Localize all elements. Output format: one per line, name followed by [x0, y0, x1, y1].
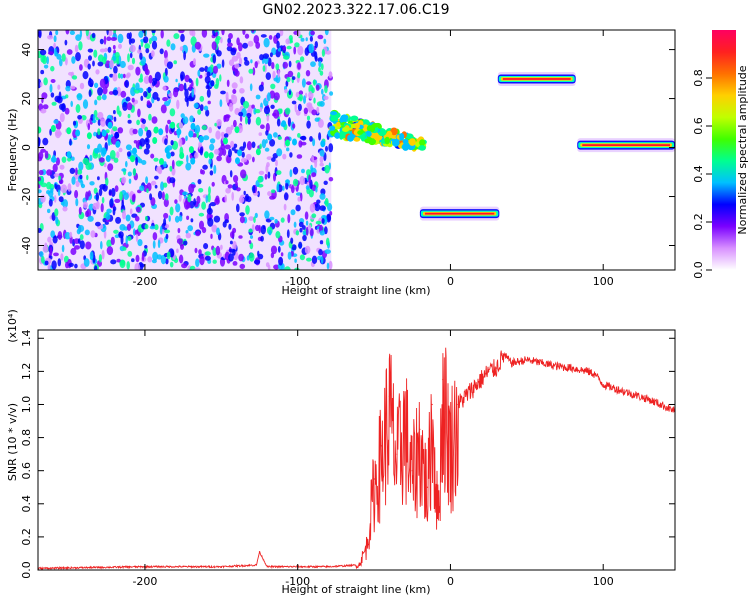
spectrogram-ytick-label: -20: [20, 188, 33, 206]
spectrogram-xtick-label: 0: [447, 275, 454, 288]
spectrogram-frame: [37, 29, 676, 271]
spectrogram-ytick-label: -40: [20, 237, 33, 255]
snr-ytick-label: 1.2: [20, 363, 33, 381]
snr-point: [411, 470, 413, 472]
snr-ytick-label: 1.4: [20, 330, 33, 348]
snr-point: [572, 367, 574, 369]
snr-point: [602, 384, 604, 386]
spectrogram-ytick-label: 0: [20, 144, 33, 151]
snr-point: [373, 478, 375, 480]
snr-xtick-label: -200: [132, 575, 157, 588]
heatmap-region-line-1: [419, 206, 500, 221]
spectrogram-marks: [38, 30, 675, 270]
snr-point: [220, 566, 222, 568]
snr-point: [258, 551, 261, 553]
colorbar-label: Normalized spectral amplitude: [736, 65, 749, 234]
heatmap-region-line-3: [577, 138, 675, 153]
snr-point: [472, 387, 474, 389]
colorbar-tick-label: 0.0: [692, 261, 705, 279]
snr-point: [617, 388, 620, 391]
spectrogram-xtick-label: -100: [285, 275, 310, 288]
colorbar-tick-label: 0.8: [692, 69, 705, 87]
spectrogram-xtick-label: 100: [593, 275, 614, 288]
snr-point: [437, 511, 439, 513]
snr-point: [663, 405, 665, 407]
colorbar-tick-label: 0.2: [692, 213, 705, 231]
spectrogram-ylabel: Frequency (Hz): [6, 109, 19, 192]
snr-xlabel: Height of straight line (km): [281, 583, 430, 596]
snr-series-line: [38, 347, 675, 570]
colorbar-gradient: [712, 30, 736, 270]
snr-point: [431, 403, 433, 406]
snr-point: [526, 359, 528, 361]
heatmap-region-line-2: [497, 71, 576, 86]
snr-point: [266, 566, 268, 568]
colorbar-tick-label: 0.6: [692, 117, 705, 135]
snr-ytick-label: 0.4: [20, 495, 33, 513]
snr-point: [488, 370, 490, 372]
snr-xtick-label: -100: [285, 575, 310, 588]
snr-point: [365, 544, 368, 546]
spectrogram-xtick-label: -200: [132, 275, 157, 288]
colorbar: 0.0 0.2 0.4 0.6 0.8 Normalized spectral ampl…: [692, 30, 749, 279]
snr-point: [510, 362, 513, 364]
snr-point: [396, 453, 398, 455]
snr-marks: [38, 347, 675, 570]
snr-point: [426, 486, 429, 488]
snr-point: [465, 395, 467, 397]
snr-ytick-label: 0.0: [20, 561, 33, 579]
heatmap-region-noise: [38, 30, 334, 270]
heatmap-region-transition: [327, 109, 427, 152]
snr-xtick-label: 100: [593, 575, 614, 588]
snr-ylabel: SNR (10 * v/v): [6, 403, 19, 481]
spectrogram-ytick-label: 20: [20, 92, 33, 106]
snr-point: [587, 370, 589, 372]
snr-point: [495, 367, 497, 369]
snr-point: [457, 403, 459, 406]
spectrogram-ytick-label: 40: [20, 43, 33, 57]
spectrogram-xlabel: Height of straight line (km): [281, 284, 430, 297]
snr-point: [556, 365, 558, 368]
snr-point: [381, 445, 383, 447]
colorbar-tick-label: 0.4: [692, 165, 705, 183]
snr-point: [419, 428, 421, 430]
snr-frame: [37, 329, 676, 571]
snr-ytick-label: 0.8: [20, 429, 33, 447]
snr-point: [648, 398, 650, 401]
snr-ytick-label: 0.6: [20, 462, 33, 480]
snr-point: [404, 412, 406, 414]
snr-ytick-label: 0.2: [20, 528, 33, 546]
snr-multiplier: (x10⁴): [6, 309, 19, 343]
snr-point: [327, 566, 329, 568]
snr-point: [594, 374, 597, 376]
snr-ticks: -200 -100 0 100 0.0 0.2 0.4 0.6 0.8 1.0 1.2 1.4: [20, 330, 675, 588]
snr-xtick-label: 0: [447, 575, 454, 588]
snr-point: [503, 354, 505, 356]
snr-point: [633, 393, 635, 396]
snr-plot: -200 -100 0 100 0.0 0.2 0.4 0.6 0.8 1.0 1.2 1.4 Hei…: [6, 309, 676, 596]
snr-ytick-label: 1.0: [20, 396, 33, 414]
snr-point: [255, 564, 258, 566]
snr-point: [388, 395, 390, 397]
snr-point: [541, 362, 543, 364]
snr-point: [358, 564, 360, 566]
snr-point: [442, 379, 444, 381]
snr-point: [480, 379, 482, 381]
snr-point: [449, 436, 452, 439]
colorbar-ticks: 0.0 0.2 0.4 0.6 0.8: [692, 69, 712, 279]
figure-title: GN02.2023.322.17.06.C19: [262, 2, 450, 18]
